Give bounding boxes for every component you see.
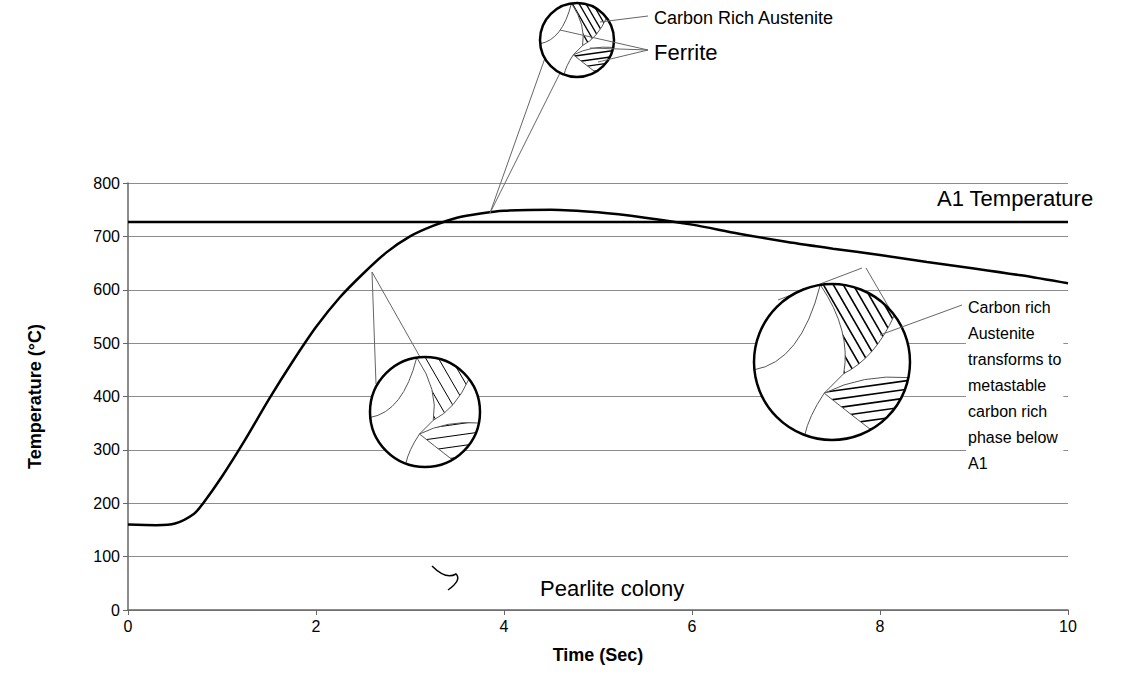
svg-text:200: 200 (93, 495, 120, 512)
svg-text:4: 4 (500, 618, 509, 635)
svg-text:100: 100 (93, 548, 120, 565)
svg-text:10: 10 (1059, 618, 1077, 635)
svg-text:Carbon Rich Austenite: Carbon Rich Austenite (654, 8, 833, 28)
svg-text:800: 800 (93, 175, 120, 192)
svg-text:Time (Sec): Time (Sec) (553, 645, 644, 665)
svg-text:transforms to: transforms to (968, 351, 1061, 368)
svg-text:0: 0 (124, 618, 133, 635)
svg-text:A1: A1 (968, 455, 988, 472)
svg-text:2: 2 (312, 618, 321, 635)
svg-text:A1 Temperature: A1 Temperature (937, 186, 1093, 211)
svg-text:6: 6 (688, 618, 697, 635)
svg-text:carbon rich: carbon rich (968, 403, 1047, 420)
svg-text:Pearlite colony: Pearlite colony (540, 576, 684, 601)
svg-text:Ferrite: Ferrite (654, 40, 718, 65)
svg-text:500: 500 (93, 335, 120, 352)
svg-text:400: 400 (93, 388, 120, 405)
svg-text:0: 0 (111, 602, 120, 619)
svg-text:700: 700 (93, 228, 120, 245)
svg-text:600: 600 (93, 281, 120, 298)
svg-text:metastable: metastable (968, 377, 1046, 394)
svg-text:Austenite: Austenite (968, 325, 1035, 342)
svg-text:Temperature (°C): Temperature (°C) (25, 324, 45, 469)
svg-text:300: 300 (93, 441, 120, 458)
svg-text:phase below: phase below (968, 429, 1058, 446)
svg-text:8: 8 (876, 618, 885, 635)
svg-text:Carbon rich: Carbon rich (968, 299, 1051, 316)
